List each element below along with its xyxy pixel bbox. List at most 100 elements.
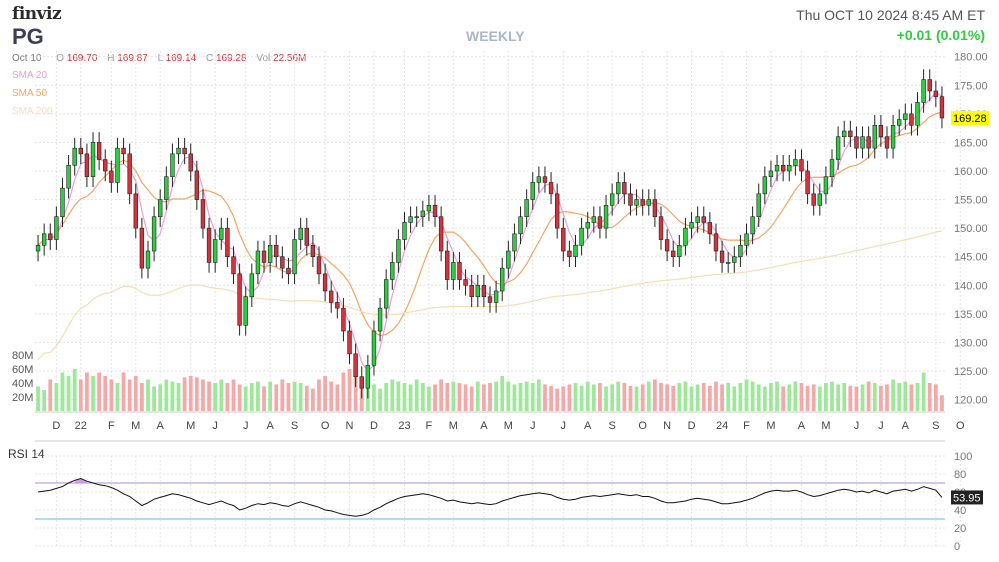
volume-bar xyxy=(402,383,407,411)
candle-body xyxy=(200,199,206,229)
candle-body xyxy=(579,227,584,246)
candle-body xyxy=(878,124,884,138)
candle-body xyxy=(41,233,47,246)
candle-body xyxy=(903,113,908,120)
candle-body xyxy=(176,147,181,155)
x-tick-label: J xyxy=(530,420,536,432)
price-tick-label: 150.00 xyxy=(954,223,988,235)
candle-body xyxy=(500,267,505,292)
volume-bar xyxy=(811,384,816,411)
volume-bar xyxy=(775,381,779,411)
x-tick-label: N xyxy=(346,420,354,432)
volume-bar xyxy=(585,381,590,411)
volume-bar xyxy=(750,381,755,411)
candle-body xyxy=(182,147,187,155)
volume-bar xyxy=(188,376,193,411)
candle-body xyxy=(524,199,529,218)
candle-body xyxy=(353,353,358,378)
candle-body xyxy=(103,159,108,172)
candle-body xyxy=(762,176,768,195)
price-tick-label: 130.00 xyxy=(954,337,988,349)
candle-body xyxy=(145,250,151,269)
candle-body xyxy=(115,147,120,183)
volume-bar xyxy=(695,384,700,411)
x-tick-label: D xyxy=(52,420,60,432)
volume-bar xyxy=(536,379,541,411)
candle-body xyxy=(212,239,218,263)
volume-bar xyxy=(146,379,150,411)
volume-bar xyxy=(714,381,718,411)
finviz-logo[interactable]: finviz xyxy=(12,4,62,24)
volume-bar xyxy=(194,377,199,411)
candle-body xyxy=(96,142,102,160)
candle-body xyxy=(591,216,597,223)
moving-averages xyxy=(37,91,943,372)
volume-bar xyxy=(543,384,547,411)
candle-body xyxy=(457,262,462,280)
volume-bar xyxy=(176,383,181,411)
volume-bar xyxy=(390,379,395,411)
candle-body xyxy=(811,193,816,206)
datetime-label: Thu OCT 10 2024 8:45 AM ET xyxy=(796,7,985,23)
volume-bar xyxy=(872,383,877,411)
candle-body xyxy=(622,182,627,195)
candle-body xyxy=(628,193,633,206)
candle-body xyxy=(664,239,670,252)
candle-body xyxy=(78,147,83,155)
x-tick-label: J xyxy=(243,420,249,432)
volume-key: Vol xyxy=(256,53,271,64)
ticker-symbol: PG xyxy=(12,24,44,49)
volume-bar xyxy=(488,383,492,411)
price-tick-label: 120.00 xyxy=(954,395,988,407)
volume-bar xyxy=(341,372,346,411)
candle-body xyxy=(677,244,682,258)
volume-bar xyxy=(408,384,413,411)
volume-bar xyxy=(365,386,370,411)
volume-bar xyxy=(182,377,187,411)
candle-body xyxy=(603,204,609,229)
x-tick-label: M xyxy=(504,420,513,432)
candle-body xyxy=(243,296,248,326)
candle-body xyxy=(725,262,731,264)
candle-body xyxy=(347,330,352,355)
volume-bar xyxy=(805,385,810,411)
candle-body xyxy=(719,250,725,263)
volume-bar xyxy=(329,381,334,411)
sma20-label: SMA 20 xyxy=(12,70,48,81)
volume-bar xyxy=(854,386,859,411)
volume-bar xyxy=(549,385,553,411)
volume-tick-label: 60M xyxy=(12,364,33,376)
candle-body xyxy=(341,307,346,332)
candle-body xyxy=(335,302,340,309)
x-tick-label: M xyxy=(766,420,775,432)
volume-bar xyxy=(457,383,462,411)
volume-bar xyxy=(622,383,627,411)
x-tick-label: 22 xyxy=(75,420,87,432)
volume-bar xyxy=(414,379,419,411)
candle-body xyxy=(866,136,871,149)
candle-body xyxy=(396,239,401,263)
volume-bar xyxy=(824,383,828,411)
candle-body xyxy=(750,216,755,235)
candle-body xyxy=(793,159,798,166)
volume-bar xyxy=(830,381,834,411)
volume-bar xyxy=(103,376,108,411)
candle-body xyxy=(475,284,480,298)
candle-body xyxy=(72,147,77,166)
candle-body xyxy=(634,199,639,206)
candle-body xyxy=(933,90,939,98)
close-value: 169.28 xyxy=(215,53,247,64)
volume-bar xyxy=(201,379,205,411)
rsi-tick-label: 100 xyxy=(954,451,972,463)
candle-body xyxy=(835,136,841,160)
volume-bar xyxy=(72,369,77,411)
candle-body xyxy=(90,142,96,178)
candle-body xyxy=(225,227,230,258)
volume-bar xyxy=(494,381,499,411)
candle-body xyxy=(884,136,890,149)
volume-bar xyxy=(97,372,102,411)
volume-bar xyxy=(481,384,486,411)
volume-bar xyxy=(732,386,737,411)
x-tick-label: O xyxy=(638,420,647,432)
